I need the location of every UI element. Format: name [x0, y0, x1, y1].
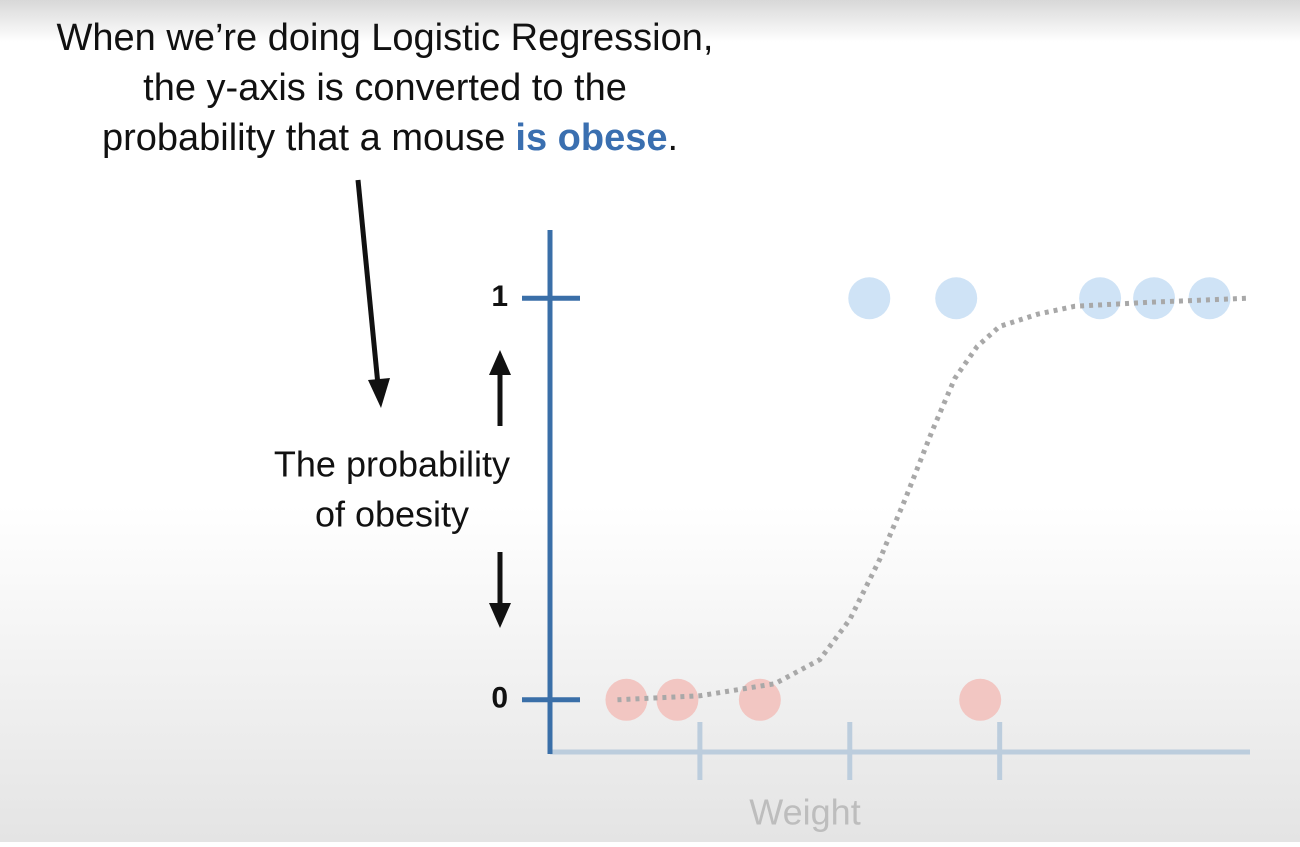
arrow-head — [368, 378, 390, 408]
title-highlight: is obese — [515, 117, 667, 159]
y-tick-label: 1 — [491, 280, 508, 313]
y-tick-label: 0 — [491, 682, 508, 715]
y-label-line: The probability — [274, 444, 510, 485]
title-line: probability that a mouse is obese. — [102, 117, 678, 159]
data-point — [605, 678, 648, 721]
title-line: When we’re doing Logistic Regression, — [57, 17, 714, 59]
arrow — [355, 179, 381, 386]
data-point — [656, 678, 699, 721]
data-point — [1079, 277, 1122, 320]
y-label: The probability of obesity — [274, 444, 510, 535]
arrows — [355, 179, 511, 628]
data-point — [935, 277, 978, 320]
data-point — [848, 277, 891, 320]
title: When we’re doing Logistic Regression, th… — [57, 17, 714, 159]
arrow-head — [489, 350, 511, 375]
data-point — [1133, 277, 1176, 320]
data-point — [959, 678, 1002, 721]
arrow-head — [489, 603, 511, 628]
title-line: the y-axis is converted to the — [143, 67, 627, 109]
title-text: . — [667, 117, 678, 159]
title-text: probability that a mouse — [102, 117, 505, 159]
x-label: Weight — [749, 792, 860, 833]
y-label-line: of obesity — [315, 494, 469, 535]
data-point — [738, 678, 781, 721]
